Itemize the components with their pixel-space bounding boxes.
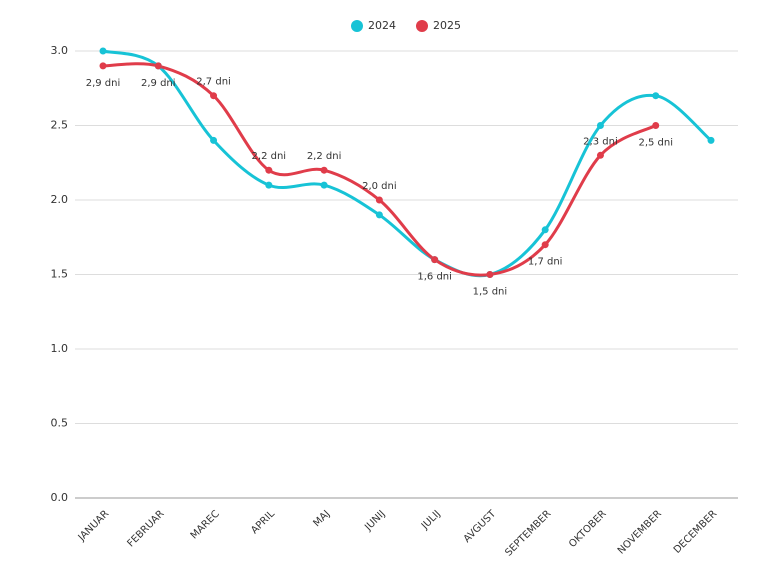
data-label: 2,3 dni — [583, 136, 618, 147]
data-point — [210, 136, 218, 144]
series-line — [102, 49, 712, 278]
x-tick-label: SEPTEMBER — [503, 508, 553, 558]
data-point — [265, 166, 273, 174]
x-tick-label: DECEMBER — [672, 508, 719, 555]
series-line — [102, 62, 657, 277]
data-label: 1,6 dni — [417, 272, 452, 283]
data-label: 2,9 dni — [141, 78, 176, 89]
data-label: 1,7 dni — [528, 257, 563, 268]
x-tick-label: NOVEMBER — [616, 508, 664, 556]
y-tick-label: 2.5 — [51, 119, 69, 132]
y-tick-label: 0.5 — [51, 417, 69, 430]
data-point — [541, 241, 549, 249]
data-label: 2,5 dni — [638, 138, 673, 149]
data-point — [320, 166, 328, 174]
data-point — [320, 181, 328, 189]
y-tick-label: 0.0 — [51, 491, 69, 504]
legend-marker — [351, 20, 363, 32]
x-tick-label: FEBRUAR — [126, 508, 167, 549]
y-tick-label: 2.0 — [51, 193, 69, 206]
data-point — [707, 136, 715, 144]
x-tick-label: OKTOBER — [567, 508, 609, 550]
data-point — [652, 122, 660, 129]
data-point — [431, 256, 439, 264]
data-point — [652, 92, 660, 100]
legend-marker — [416, 20, 428, 32]
x-tick-label: MAREC — [189, 508, 222, 541]
data-point — [486, 271, 494, 278]
y-tick-label: 3.0 — [51, 44, 69, 57]
data-point — [375, 211, 383, 219]
data-label: 2,7 dni — [196, 77, 231, 88]
data-label: 1,5 dni — [473, 287, 508, 298]
legend-label: 2024 — [368, 19, 396, 32]
data-label: 2,2 dni — [252, 151, 287, 162]
x-tick-label: JANUAR — [76, 508, 112, 544]
y-tick-label: 1.0 — [51, 342, 69, 355]
x-tick-label: MAJ — [312, 508, 333, 529]
x-tick-label: AVGUST — [462, 508, 499, 545]
data-label: 2,0 dni — [362, 181, 397, 192]
x-tick-label: APRIL — [249, 508, 277, 536]
x-tick-label: JUNIJ — [362, 508, 387, 533]
data-point — [210, 92, 218, 100]
data-point — [375, 196, 383, 204]
x-tick-label: JULIJ — [419, 508, 443, 532]
data-point — [99, 47, 107, 55]
data-point — [265, 181, 273, 189]
legend-label: 2025 — [433, 19, 461, 32]
data-label: 2,2 dni — [307, 151, 342, 162]
data-label: 2,9 dni — [86, 78, 121, 89]
data-point — [154, 62, 162, 70]
data-point — [596, 122, 604, 129]
y-tick-label: 1.5 — [51, 268, 69, 281]
data-point — [596, 151, 604, 159]
data-point — [99, 62, 107, 70]
data-point — [541, 226, 549, 234]
